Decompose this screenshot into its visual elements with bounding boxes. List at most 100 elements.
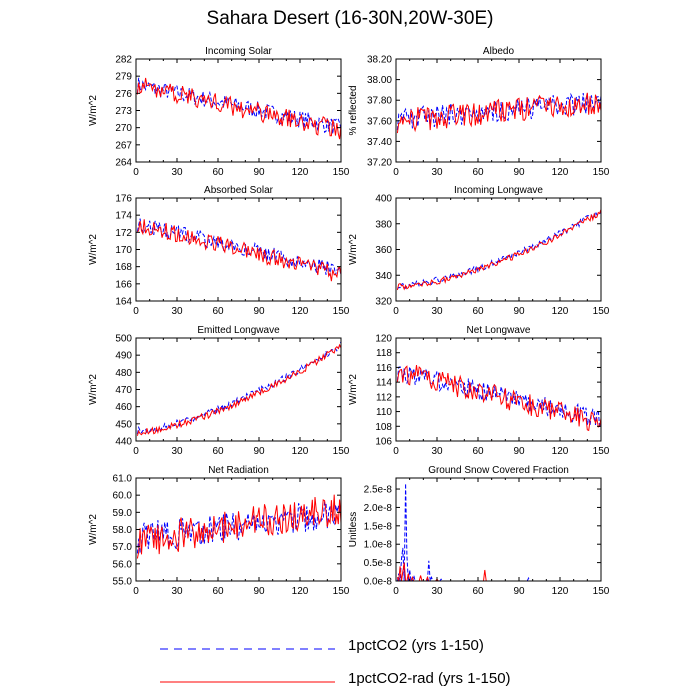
- series-line-1pctco2-rad-yrs-1-150: [136, 343, 341, 436]
- x-tick-label: 60: [472, 446, 484, 457]
- y-tick-label: 60.0: [113, 491, 133, 502]
- x-tick-label: 120: [292, 306, 309, 317]
- y-tick-label: 500: [115, 334, 132, 345]
- y-tick-label: 2.5e-8: [364, 485, 393, 496]
- legend: [160, 648, 335, 683]
- y-tick-label: 166: [115, 279, 132, 290]
- x-tick-label: 60: [472, 306, 484, 317]
- panel-title: Absorbed Solar: [204, 185, 274, 196]
- panel-title: Ground Snow Covered Fraction: [428, 465, 569, 476]
- plot-frame: [395, 197, 602, 302]
- x-tick-label: 120: [552, 167, 569, 178]
- y-tick-label: 264: [115, 158, 132, 169]
- y-tick-label: 267: [115, 140, 132, 151]
- x-tick-label: 150: [333, 167, 350, 178]
- y-tick-label: 37.40: [367, 137, 392, 148]
- legend-label-1pctco2-rad: 1pctCO2-rad (yrs 1-150): [348, 670, 511, 687]
- plot-frame: [135, 337, 342, 442]
- x-tick-label: 60: [212, 306, 224, 317]
- x-tick-label: 30: [171, 586, 183, 597]
- x-tick-label: 90: [513, 446, 525, 457]
- x-tick-label: 150: [333, 586, 350, 597]
- y-tick-label: 170: [115, 245, 132, 256]
- y-tick-label: 340: [375, 271, 392, 282]
- x-tick-label: 30: [431, 167, 443, 178]
- x-tick-label: 0: [393, 167, 399, 178]
- x-tick-label: 30: [171, 306, 183, 317]
- x-tick-label: 0: [133, 586, 139, 597]
- x-tick-label: 90: [513, 586, 525, 597]
- y-tick-label: 118: [376, 348, 392, 359]
- x-tick-label: 0: [133, 306, 139, 317]
- plot-frame: [395, 58, 602, 163]
- y-tick-label: 37.60: [367, 116, 392, 127]
- x-tick-label: 0: [393, 586, 399, 597]
- y-tick-label: 164: [115, 297, 132, 308]
- y-tick-label: 58.0: [113, 525, 133, 536]
- x-tick-label: 90: [253, 167, 265, 178]
- x-tick-label: 90: [513, 306, 525, 317]
- y-tick-label: 174: [115, 211, 132, 222]
- y-axis-label: W/m^2: [88, 514, 99, 545]
- y-tick-label: 480: [115, 368, 132, 379]
- x-tick-label: 150: [333, 446, 350, 457]
- x-tick-label: 120: [552, 306, 569, 317]
- x-tick-label: 0: [133, 167, 139, 178]
- series-line-1pctco2-yrs-1-150: [397, 210, 601, 290]
- panel-title: Net Longwave: [467, 325, 531, 336]
- y-tick-label: 114: [376, 378, 392, 389]
- panel-title: Albedo: [483, 46, 515, 57]
- y-axis-label: W/m^2: [88, 374, 99, 405]
- y-axis-label: W/m^2: [348, 234, 359, 265]
- x-tick-label: 120: [292, 167, 309, 178]
- y-tick-label: 320: [375, 297, 392, 308]
- y-tick-label: 112: [376, 392, 392, 403]
- y-tick-label: 380: [375, 219, 392, 230]
- plot-frame: [135, 197, 342, 302]
- x-tick-label: 0: [393, 306, 399, 317]
- panel-incoming-solar: Incoming Solar W/m^2 0 30 60 90 120 150 264 267 27…: [88, 46, 350, 178]
- x-tick-label: 30: [431, 586, 443, 597]
- y-tick-label: 106: [375, 437, 392, 448]
- y-tick-label: 168: [115, 262, 132, 273]
- x-tick-label: 90: [253, 586, 265, 597]
- series-line-1pctco2-yrs-1-150: [396, 92, 601, 131]
- y-tick-label: 276: [115, 89, 132, 100]
- y-tick-label: 120: [375, 334, 392, 345]
- x-tick-label: 60: [472, 586, 484, 597]
- panel-incoming-longwave: Incoming Longwave W/m^2 0 30 60 90 120 150 320 34…: [348, 185, 610, 317]
- y-tick-label: 37.80: [367, 96, 392, 107]
- figure-title: Sahara Desert (16-30N,20W-30E): [206, 8, 494, 29]
- x-tick-label: 60: [212, 167, 224, 178]
- y-tick-label: 0.5e-8: [364, 558, 393, 569]
- x-tick-label: 60: [472, 167, 484, 178]
- y-tick-label: 1.5e-8: [364, 521, 393, 532]
- x-tick-label: 150: [593, 306, 610, 317]
- series-line-1pctco2-rad-yrs-1-150: [396, 209, 601, 291]
- y-tick-label: 172: [115, 228, 132, 239]
- panel-title: Net Radiation: [208, 465, 269, 476]
- x-tick-label: 30: [431, 306, 443, 317]
- y-tick-label: 110: [376, 407, 392, 418]
- x-tick-label: 120: [292, 586, 309, 597]
- series-line-1pctco2-yrs-1-150: [396, 483, 601, 581]
- y-tick-label: 460: [115, 402, 132, 413]
- series-line-1pctco2-rad-yrs-1-150: [396, 364, 601, 432]
- x-tick-label: 120: [552, 446, 569, 457]
- y-tick-label: 38.20: [367, 55, 392, 66]
- x-tick-label: 120: [292, 446, 309, 457]
- panel-absorbed-solar: Absorbed Solar W/m^2 0 30 60 90 120 150 164 166 16…: [88, 185, 350, 317]
- panel-net-radiation: Net Radiation W/m^2 0 30 60 90 120 150 55.0 56.0 5…: [88, 465, 350, 597]
- series-line-1pctco2-yrs-1-150: [136, 218, 341, 276]
- panel-emitted-longwave: Emitted Longwave W/m^2 0 30 60 90 120 150 440 450…: [88, 325, 350, 457]
- y-tick-label: 270: [115, 123, 132, 134]
- y-tick-label: 360: [375, 245, 392, 256]
- y-axis-label: W/m^2: [88, 95, 99, 126]
- x-tick-label: 90: [513, 167, 525, 178]
- y-tick-label: 470: [115, 385, 132, 396]
- y-tick-label: 108: [375, 422, 392, 433]
- y-tick-label: 176: [115, 194, 132, 205]
- y-tick-label: 1.0e-8: [364, 540, 393, 551]
